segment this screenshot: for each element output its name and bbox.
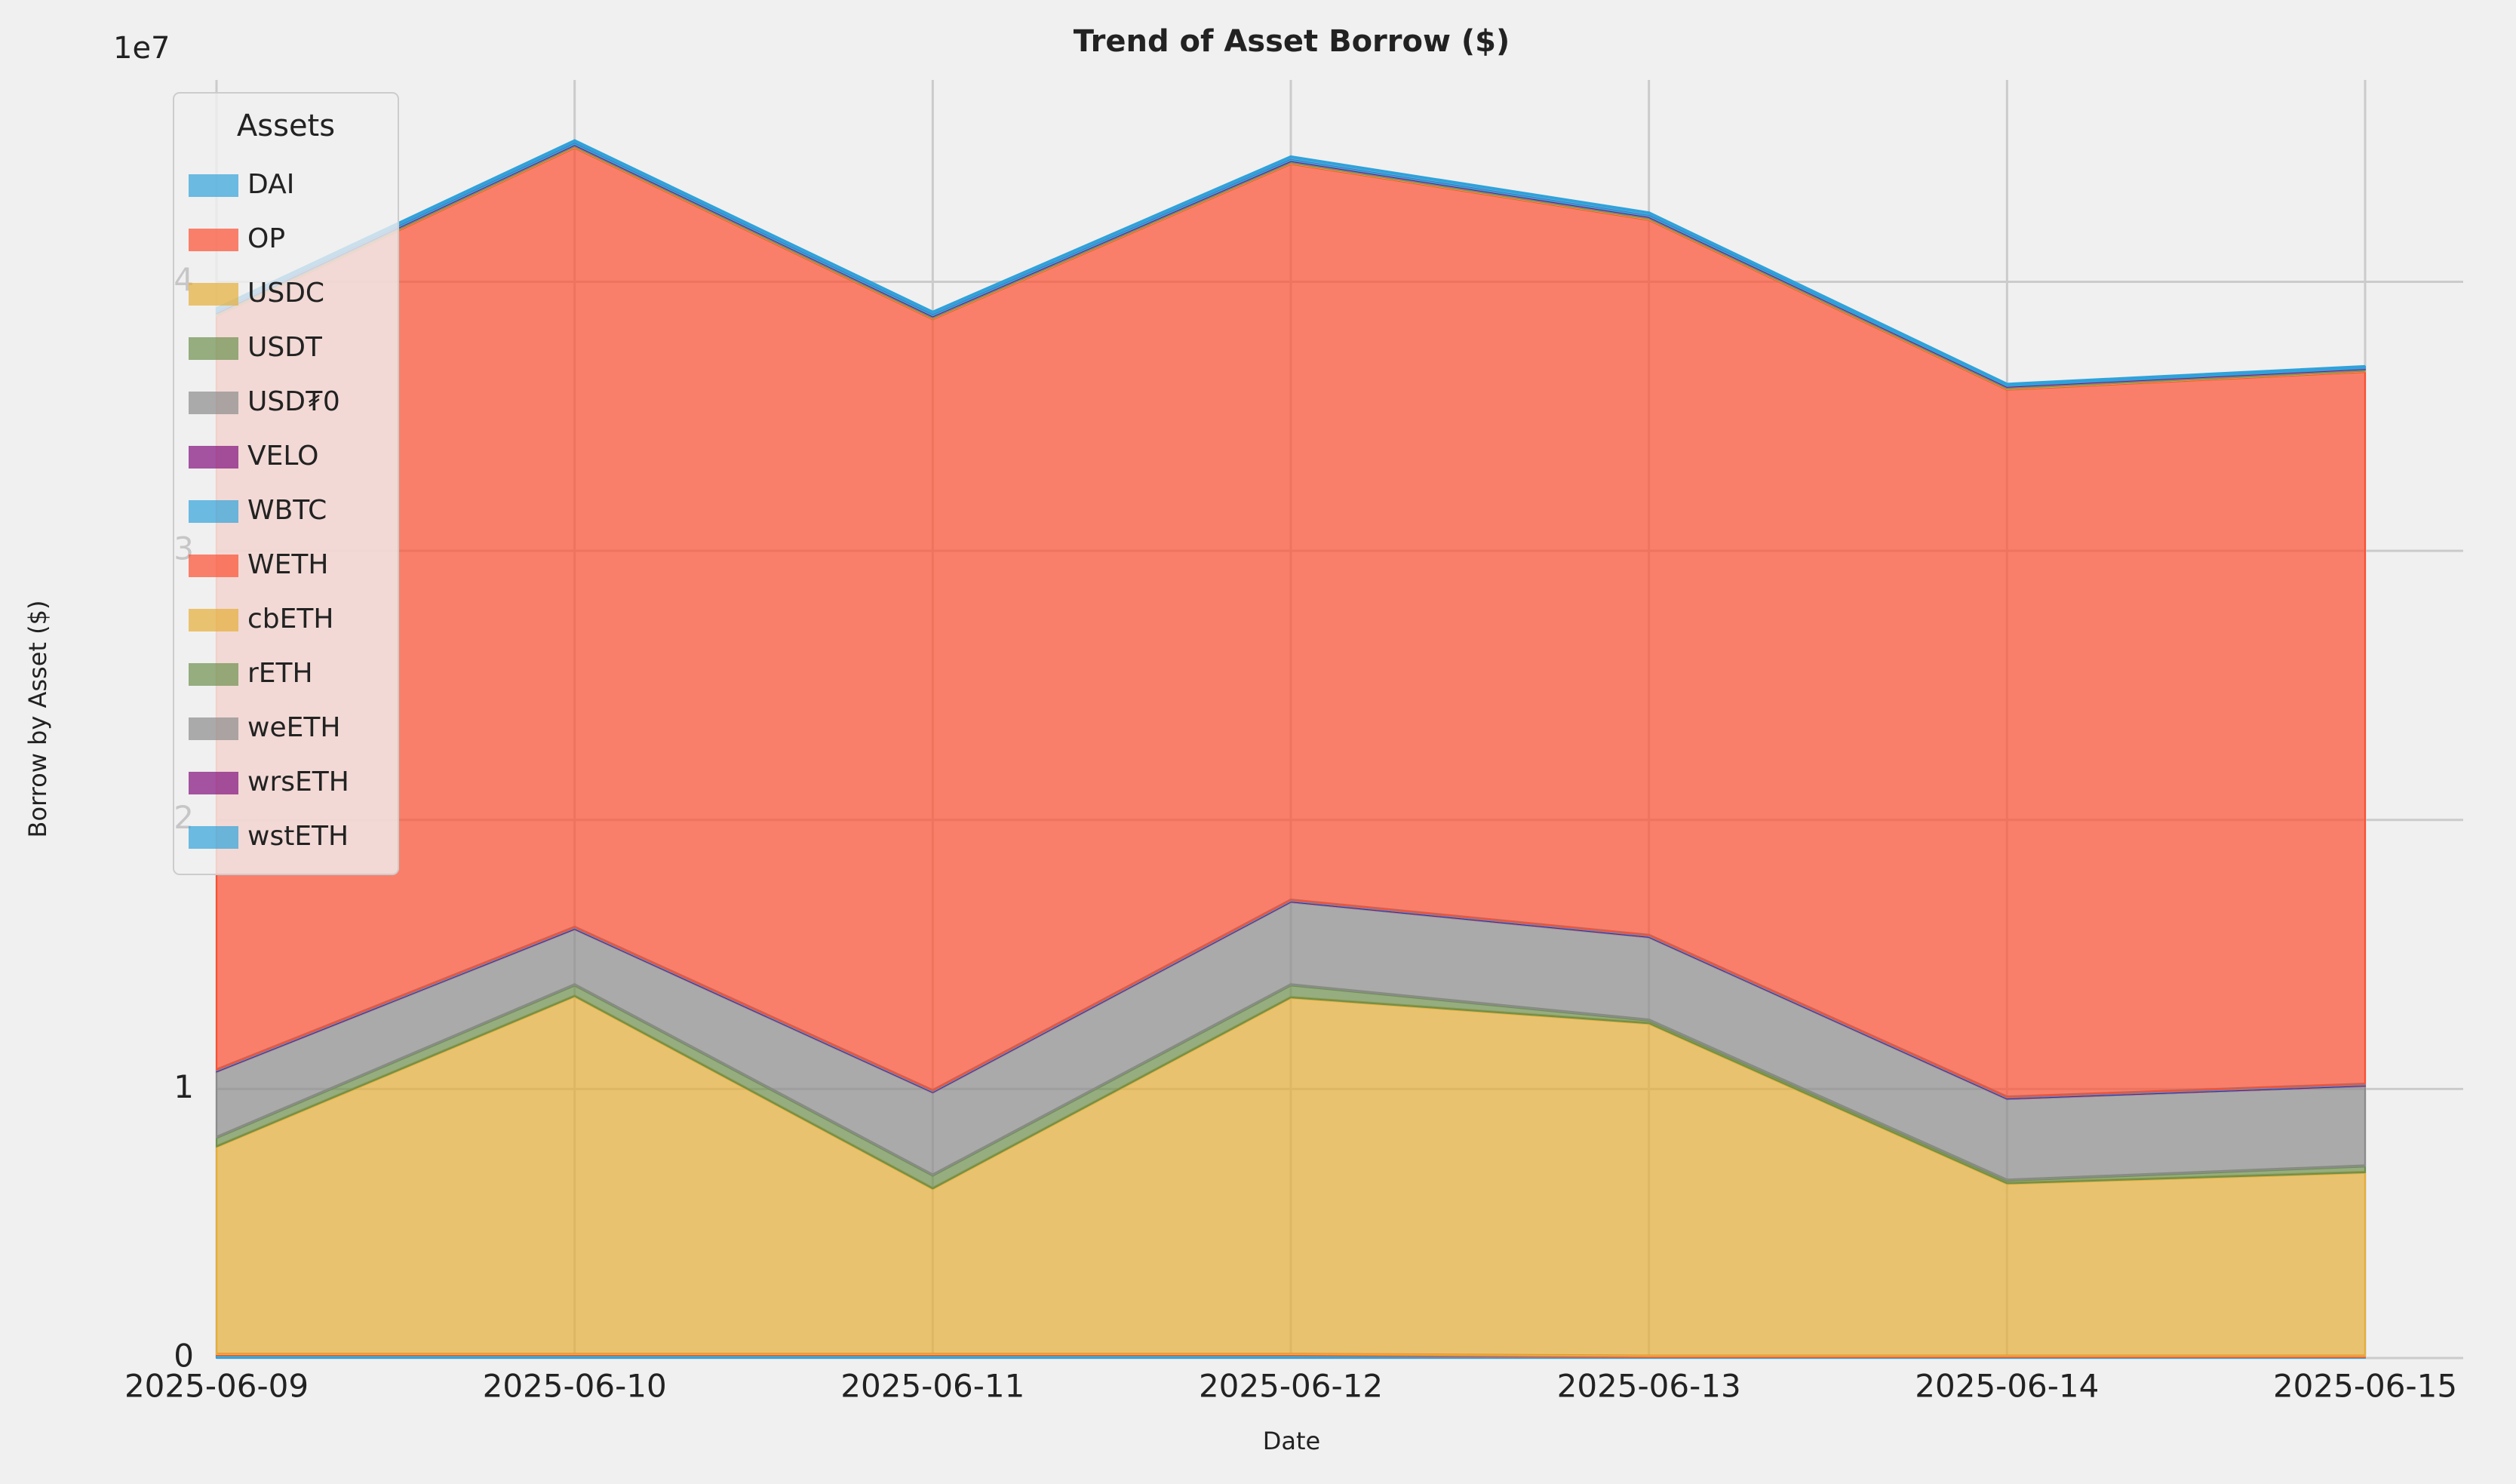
legend-label: cbETH (247, 604, 333, 634)
legend-swatch (189, 717, 238, 740)
legend-swatch (189, 555, 238, 577)
legend-label: wstETH (247, 821, 349, 852)
legend-swatch (189, 772, 238, 794)
x-tick-label: 2025-06-11 (840, 1368, 1025, 1405)
x-tick-label: 2025-06-10 (483, 1368, 667, 1405)
legend-box (173, 92, 399, 875)
legend-label: WETH (247, 549, 328, 580)
x-axis-label: Date (1263, 1427, 1320, 1455)
legend-label: wrsETH (247, 767, 349, 797)
legend-swatch (189, 337, 238, 360)
legend-label: rETH (247, 658, 313, 689)
legend-swatch (189, 609, 238, 631)
legend-label: VELO (247, 441, 318, 472)
x-tick-label: 2025-06-12 (1199, 1368, 1383, 1405)
legend-label: WBTC (247, 495, 327, 526)
legend-swatch (189, 826, 238, 849)
x-tick-label: 2025-06-14 (1915, 1368, 2099, 1405)
y-axis-label: Borrow by Asset ($) (23, 601, 52, 838)
y-offset-label: 1e7 (113, 31, 170, 66)
legend: Assets DAI OP USDC USDT USD₮0 VELO WBTC WETH cbET… (173, 92, 399, 875)
y-tick-label: 0 (174, 1338, 194, 1375)
legend-label: OP (247, 223, 285, 254)
legend-label: USDT (247, 332, 323, 363)
legend-label: DAI (247, 169, 294, 200)
y-tick-label: 1 (174, 1068, 194, 1105)
legend-swatch (189, 500, 238, 523)
legend-swatch (189, 663, 238, 686)
x-tick-label: 2025-06-13 (1557, 1368, 1741, 1405)
areas (216, 139, 2366, 1359)
area-edge (216, 139, 2366, 386)
legend-swatch (189, 229, 238, 251)
legend-label: USDC (247, 278, 324, 309)
legend-title: Assets (237, 109, 335, 143)
x-tick-label: 2025-06-09 (124, 1368, 309, 1405)
legend-label: weETH (247, 712, 340, 743)
x-tick-label: 2025-06-15 (2273, 1368, 2457, 1405)
legend-swatch (189, 446, 238, 469)
legend-swatch (189, 283, 238, 306)
legend-swatch (189, 392, 238, 414)
legend-label: USD₮0 (247, 386, 340, 417)
chart-title: Trend of Asset Borrow ($) (1074, 24, 1510, 59)
legend-swatch (189, 174, 238, 197)
